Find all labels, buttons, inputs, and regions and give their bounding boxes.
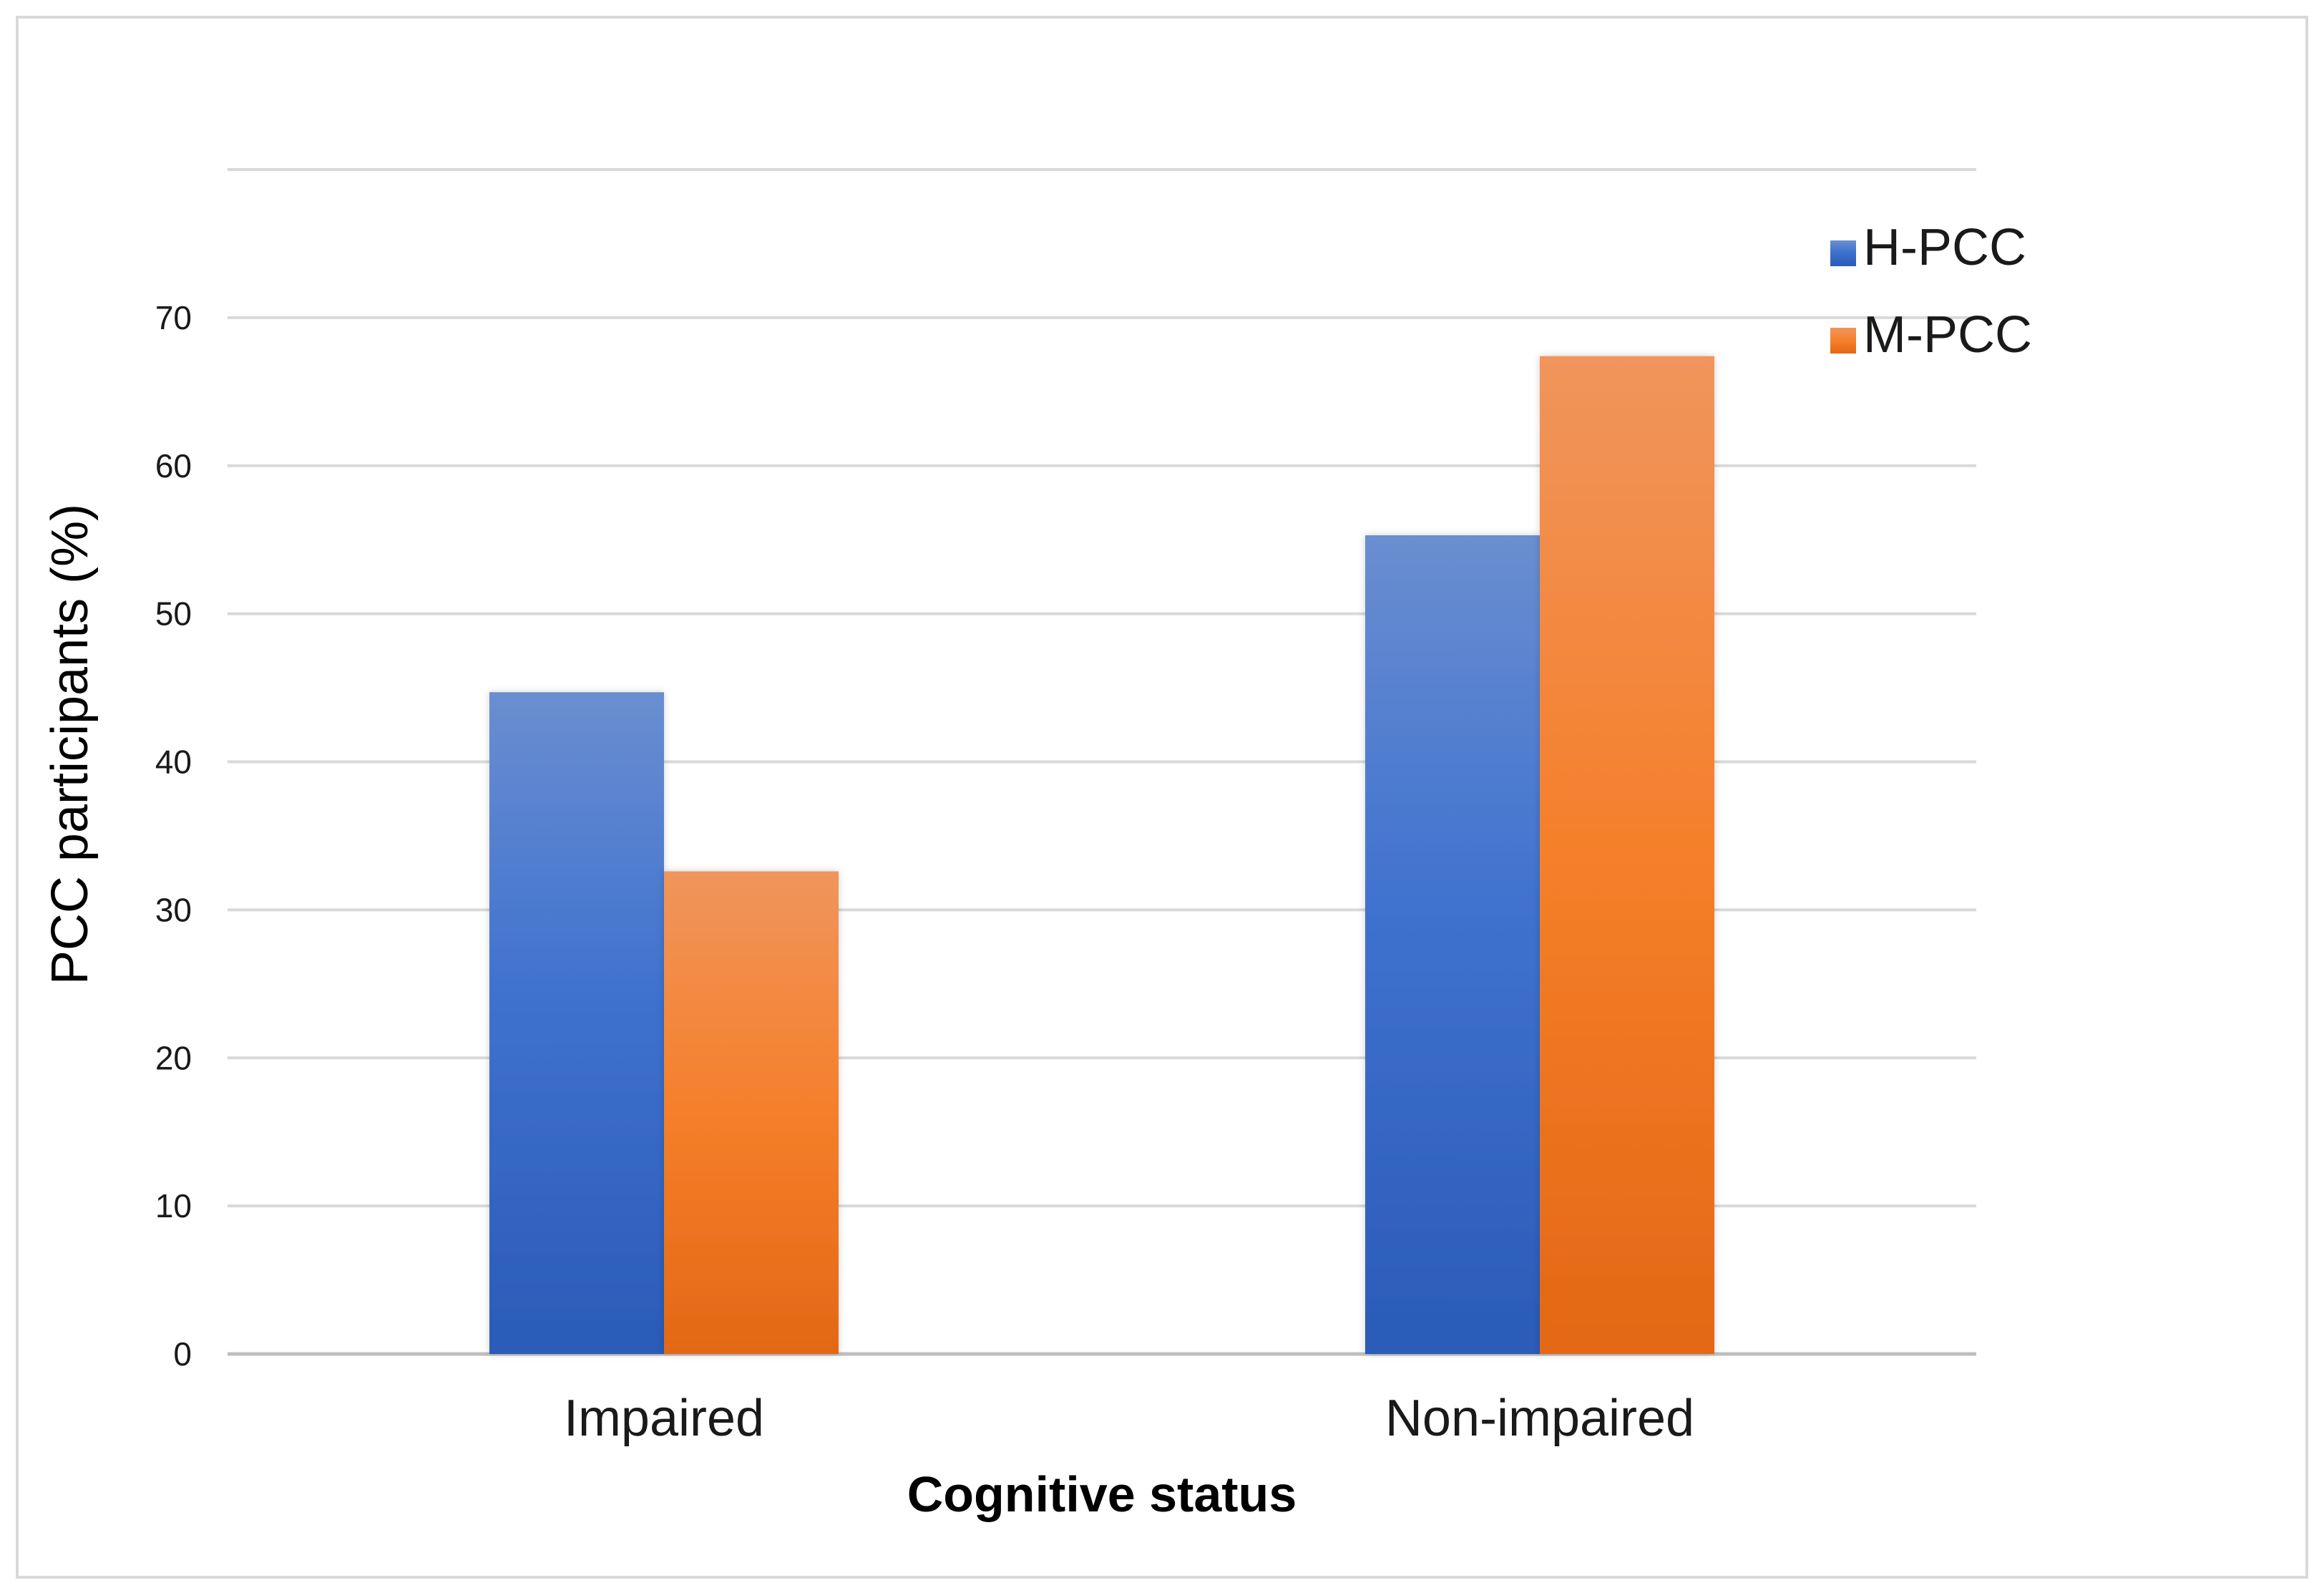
- y-tick-label: 20: [155, 1039, 192, 1076]
- y-tick-label: 0: [173, 1335, 192, 1373]
- legend: H-PCC M-PCC: [1830, 219, 2032, 364]
- y-tick-label: 70: [155, 299, 192, 336]
- y-axis-title: PCC participants (%): [42, 504, 99, 985]
- y-tick-label: 50: [155, 595, 192, 633]
- y-tick-label: 40: [155, 744, 192, 781]
- legend-swatch: [1830, 240, 1856, 266]
- legend-label: H-PCC: [1863, 219, 2026, 276]
- y-tick-label: 10: [155, 1187, 192, 1224]
- x-axis-categories: Impaired Non-impaired: [564, 1390, 1694, 1447]
- bar-m-pcc-impaired: [664, 871, 839, 1354]
- legend-swatch: [1830, 328, 1856, 354]
- bar-h-pcc-impaired: [489, 692, 664, 1354]
- bars: [489, 356, 1714, 1355]
- bar-m-pcc-non-impaired: [1540, 356, 1714, 1355]
- legend-label: M-PCC: [1863, 306, 2032, 364]
- chart-frame: [16, 16, 2308, 1579]
- legend-item-h-pcc: H-PCC: [1830, 219, 2026, 276]
- x-tick-label: Impaired: [564, 1390, 764, 1447]
- legend-item-m-pcc: M-PCC: [1830, 306, 2032, 364]
- bar-h-pcc-non-impaired: [1365, 535, 1540, 1355]
- x-tick-label: Non-impaired: [1385, 1390, 1694, 1447]
- x-axis-title: Cognitive status: [907, 1466, 1297, 1522]
- y-axis-ticks: 0 10 20 30 40 50 60 70: [155, 299, 192, 1373]
- y-tick-label: 60: [155, 447, 192, 484]
- y-tick-label: 30: [155, 891, 192, 928]
